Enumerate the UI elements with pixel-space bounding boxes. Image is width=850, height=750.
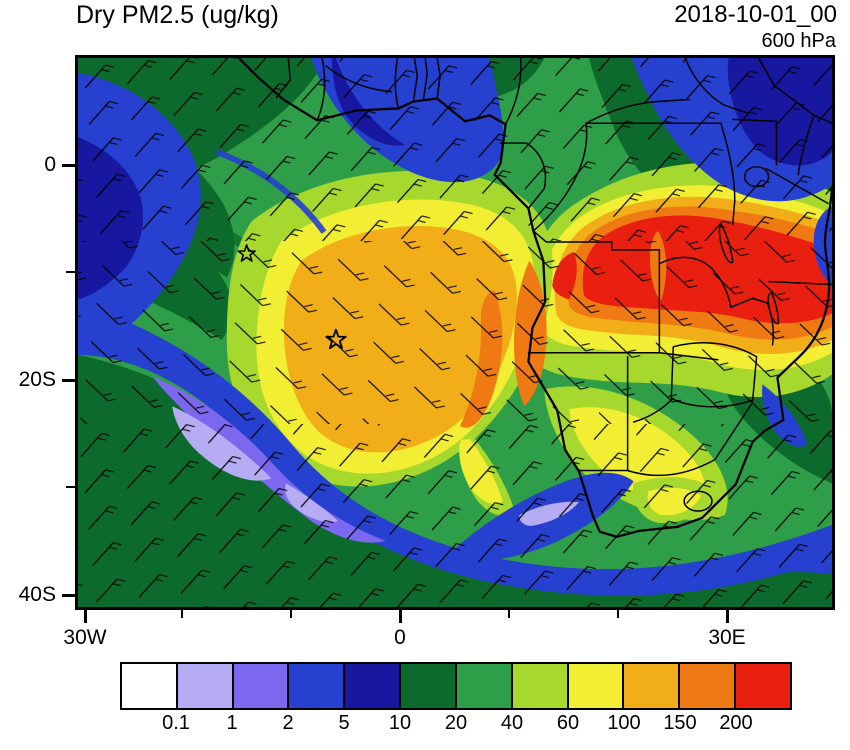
plot-datetime: 2018-10-01_00 (674, 1, 837, 28)
axis-tick (62, 594, 75, 597)
colorbar-cell (568, 664, 625, 708)
axis-tick-minor (508, 610, 510, 618)
colorbar-tick-label: 20 (444, 712, 468, 734)
colorbar-tick-label: 10 (388, 712, 412, 734)
colorbar-tick-label: 5 (338, 712, 350, 734)
colorbar-tick-label: 150 (663, 712, 697, 734)
axis-tick-minor (617, 610, 619, 618)
country-borders (275, 58, 832, 512)
colorbar-tick-label: 60 (556, 712, 580, 734)
colorbar-tick-label: 40 (500, 712, 524, 734)
axis-tick (62, 164, 75, 167)
axis-tick-minor (66, 486, 75, 488)
y-axis-label-20s: 20S (18, 368, 56, 391)
colorbar-cell (289, 664, 346, 708)
colorbar-cell (680, 664, 737, 708)
colorbar-tick-label: 2 (282, 712, 294, 734)
colorbar-tick-label: 1 (226, 712, 238, 734)
colorbar-cell (233, 664, 290, 708)
lake-victoria-outline (743, 166, 770, 188)
colorbar-cells (122, 664, 790, 708)
colorbar-cell (512, 664, 569, 708)
colorbar-cell (624, 664, 681, 708)
wind-barbs-overlay (78, 58, 832, 607)
map-panel (75, 55, 835, 610)
africa-coastline (237, 58, 832, 538)
y-axis-label-40s: 40S (18, 583, 56, 606)
axis-tick-minor (181, 610, 183, 618)
pm25-map-canvas (78, 58, 832, 607)
axis-tick (726, 610, 729, 623)
colorbar (120, 662, 792, 710)
colorbar-cell (122, 664, 178, 708)
colorbar-cell (401, 664, 457, 708)
plot-title: Dry PM2.5 (ug/kg) (76, 1, 279, 29)
x-axis-label-0: 0 (394, 626, 406, 649)
lake-tanganyika-outline (718, 223, 734, 264)
axis-tick (62, 379, 75, 382)
star-marker-icon (325, 328, 347, 350)
star-marker-icon (237, 244, 256, 262)
star-markers (237, 244, 347, 350)
x-axis-label-30w: 30W (63, 626, 107, 649)
axis-tick (84, 610, 87, 623)
colorbar-cell (456, 664, 513, 708)
axis-tick-minor (66, 271, 75, 273)
colorbar-cell (177, 664, 234, 708)
x-axis-label-30e: 30E (708, 626, 746, 649)
colorbar-cell (345, 664, 402, 708)
y-axis-label-0: 0 (44, 153, 56, 176)
pressure-level-label: 600 hPa (761, 30, 836, 52)
lake-malawi-outline (767, 291, 780, 325)
axis-tick-minor (290, 610, 292, 618)
axis-tick (399, 610, 402, 623)
colorbar-tick-label: 0.1 (162, 712, 190, 734)
colorbar-cell (736, 664, 790, 708)
colorbar-tick-label: 100 (607, 712, 641, 734)
colorbar-labels: 0.1 1 2 5 10 20 40 60 100 150 200 (120, 712, 792, 738)
colorbar-tick-label: 200 (719, 712, 753, 734)
